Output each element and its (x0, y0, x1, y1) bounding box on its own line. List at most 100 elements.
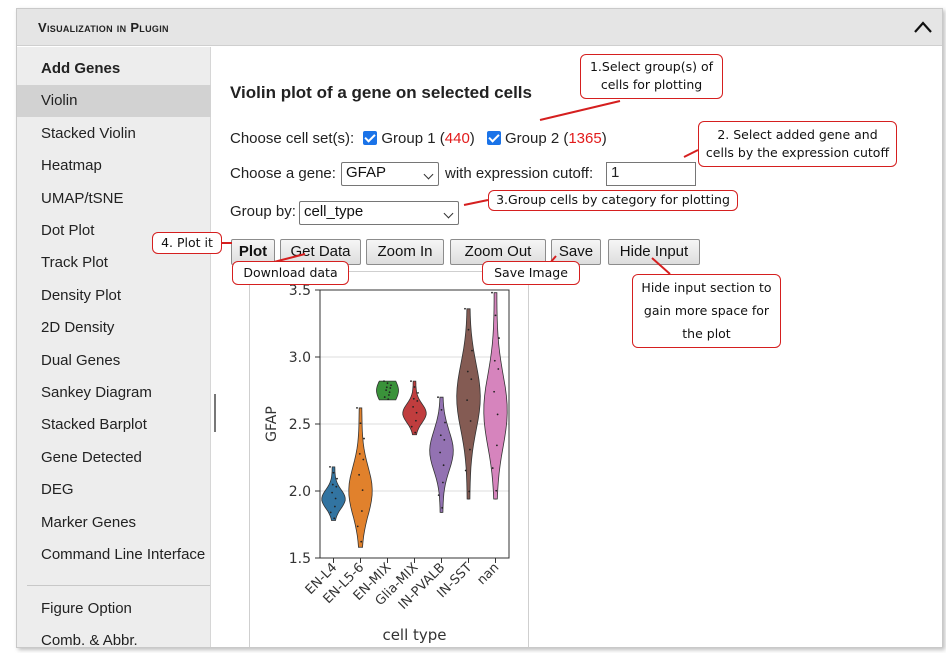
cutoff-value: 1 (611, 164, 620, 181)
violin-point (332, 471, 335, 474)
sidebar-item-dot-plot[interactable]: Dot Plot (41, 222, 95, 239)
sidebar-item-add-genes[interactable]: Add Genes (41, 60, 121, 77)
plot-frame (319, 289, 510, 559)
violin-point (466, 370, 469, 373)
violin-point (388, 394, 390, 396)
cellset-row: Choose cell set(s): Group 1 (440) Group … (230, 130, 607, 147)
violin-point (471, 349, 473, 352)
violin-point (333, 517, 336, 520)
violin-point (464, 469, 467, 472)
chevron-up-icon[interactable] (910, 15, 936, 41)
violin-point (493, 390, 495, 393)
page-title: Violin plot of a gene on selected cells (230, 83, 532, 102)
sidebar-item-comb-abbr[interactable]: Comb. & Abbr. (41, 632, 138, 648)
sidebar-item-stacked-violin[interactable]: Stacked Violin (41, 124, 136, 142)
violin-point (329, 511, 332, 514)
violin-point (470, 378, 473, 381)
violin-point (335, 485, 338, 488)
violin-point (362, 458, 365, 461)
sidebar: Add Genes Violin Stacked Violin Heatmap UMAP… (17, 47, 211, 647)
violin-point (356, 407, 358, 409)
violin-point (441, 506, 444, 509)
violin-point (331, 483, 334, 486)
y-tick-label: 2.0 (289, 484, 311, 500)
y-tick-label: 1.5 (289, 551, 311, 567)
violin-point (416, 400, 419, 402)
plot-button[interactable]: Plot (231, 239, 275, 265)
violin-point (417, 392, 419, 394)
violin-point (331, 491, 333, 494)
sidebar-item-dual-genes[interactable]: Dual Genes (41, 351, 121, 369)
violin-point (387, 398, 390, 401)
violin-glia-mix (402, 380, 427, 436)
callout-select-gene-line2: cells by the expression cutoff (705, 145, 890, 160)
zoom-in-button[interactable]: Zoom In (366, 239, 444, 265)
gene-select[interactable]: GFAP (341, 162, 439, 186)
violin-point (390, 384, 392, 387)
callout-select-groups: 1.Select group(s) of cells for plotting (580, 54, 723, 99)
violin-point (437, 494, 440, 497)
x-tick-label: nan (474, 560, 502, 588)
sidebar-item-gene-detected[interactable]: Gene Detected (41, 448, 142, 466)
violin-point (468, 490, 471, 493)
violin-en-l5-6 (348, 407, 373, 548)
sidebar-item-deg[interactable]: DEG (41, 481, 74, 499)
sidebar-item-density-plot[interactable]: Density Plot (41, 286, 122, 304)
violin-point (385, 389, 387, 392)
violin-point (329, 465, 331, 468)
callout-select-groups-line1: 1.Select group(s) of (589, 59, 714, 74)
sidebar-item-umap-tsne[interactable]: UMAP/tSNE (41, 189, 124, 207)
hide-input-button[interactable]: Hide Input (608, 239, 700, 265)
violin-point (415, 411, 418, 414)
violin-point (496, 413, 499, 416)
violin-point (358, 453, 361, 455)
violin-point (443, 438, 446, 441)
sidebar-item-command-line-interface[interactable]: Command Line Interface (41, 546, 206, 563)
violin-point (494, 314, 497, 317)
callout-select-gene-line1: 2. Select added gene and (717, 127, 878, 142)
groupby-select[interactable]: cell_type (299, 201, 459, 225)
violin-point (383, 380, 385, 383)
violin-point (412, 397, 415, 400)
groupby-label: Group by: (230, 203, 296, 220)
sidebar-item-sankey-diagram[interactable]: Sankey Diagram (41, 384, 152, 401)
violin-point (439, 451, 441, 454)
violin-point (336, 477, 338, 480)
violin-in-sst (456, 308, 481, 500)
callout-hide-input-line2: gain more space for (643, 303, 770, 318)
sidebar-item-2d-density[interactable]: 2D Density (41, 319, 115, 337)
violin-point (466, 399, 468, 401)
chevron-down-icon (443, 208, 454, 219)
save-button[interactable]: Save (551, 239, 601, 265)
callout-save-image: Save Image (482, 261, 580, 285)
violin-point (361, 510, 363, 512)
violin-point (439, 434, 442, 437)
group1-close: ) (469, 130, 475, 147)
violin-point (437, 396, 439, 399)
zoom-out-button[interactable]: Zoom Out (450, 239, 546, 265)
sidebar-item-violin[interactable]: Violin (17, 85, 211, 118)
y-tick-label: 3.0 (289, 350, 311, 366)
sidebar-item-stacked-barplot[interactable]: Stacked Barplot (41, 416, 147, 434)
sidebar-item-heatmap[interactable]: Heatmap (41, 157, 102, 175)
violin-point (389, 387, 392, 389)
cutoff-input[interactable]: 1 (606, 162, 696, 186)
violin-point (361, 489, 364, 492)
callout-group-cells: 3.Group cells by category for plotting (488, 190, 738, 211)
gene-select-value: GFAP (346, 164, 387, 181)
callout-hide-input-line3: the plot (682, 326, 731, 341)
violin-point (496, 444, 498, 447)
y-tick-label: 2.5 (289, 417, 311, 433)
group1-checkbox[interactable] (363, 131, 378, 145)
plugin-panel: Visualization in Plugin Add Genes Violin S… (16, 8, 943, 648)
group2-checkbox[interactable] (486, 131, 501, 145)
sidebar-item-marker-genes[interactable]: Marker Genes (41, 513, 137, 531)
sidebar-item-track-plot[interactable]: Track Plot (41, 254, 108, 272)
panel-header[interactable]: Visualization in Plugin (17, 9, 942, 46)
callout-hide-input: Hide input section to gain more space fo… (632, 274, 781, 348)
violin-point (440, 408, 443, 411)
violin-point (469, 420, 472, 422)
violin-point (491, 291, 493, 294)
sidebar-item-figure-option[interactable]: Figure Option (41, 600, 132, 617)
splitter-handle[interactable] (214, 394, 216, 432)
